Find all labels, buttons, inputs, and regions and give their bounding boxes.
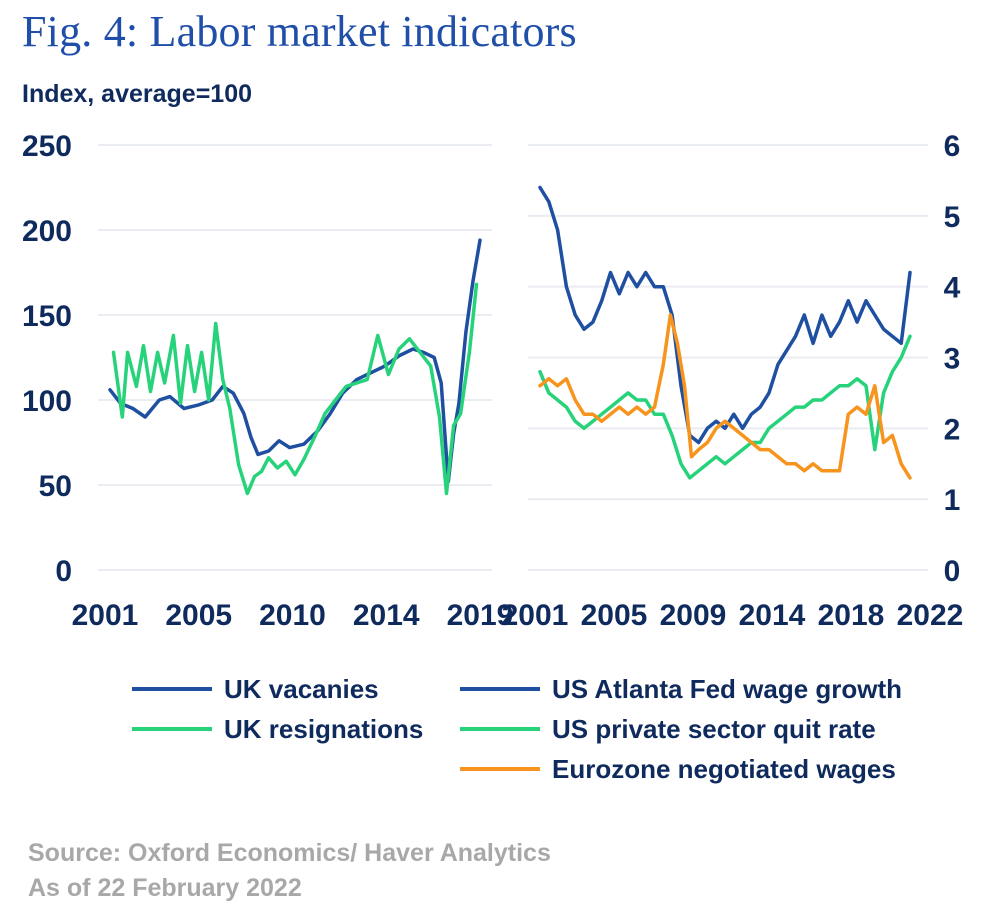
y-tick-label: 5: [944, 201, 961, 234]
series-line-uk-resignations: [111, 282, 479, 496]
x-tick-label: 2010: [259, 599, 326, 632]
y-tick-label: 200: [22, 215, 72, 248]
x-tick-label: 2001: [502, 599, 569, 632]
y-tick-label: 3: [944, 343, 961, 376]
series-line-uk-vacanies: [108, 238, 482, 484]
source-line: Source: Oxford Economics/ Haver Analytic…: [28, 839, 551, 867]
legend-item-us-wage-growth: US Atlanta Fed wage growth: [460, 672, 902, 706]
y-tick-label: 6: [944, 130, 961, 163]
legend-item-uk-vacancies: UK vacanies: [132, 672, 379, 706]
x-tick-label: 2018: [818, 599, 885, 632]
source-note: Source: Oxford Economics/ Haver Analytic…: [28, 836, 551, 906]
y-tick-label: 250: [22, 130, 72, 163]
series-line-eurozone-negotiated-wages: [538, 313, 912, 480]
legend-label-uk-resignations: UK resignations: [224, 713, 424, 744]
series-line-us-atlanta-fed-wage-growth: [538, 185, 912, 445]
legend-label-us-quit-rate: US private sector quit rate: [552, 713, 876, 744]
y-tick-label: 1: [944, 484, 961, 517]
legend-item-eurozone-wages: Eurozone negotiated wages: [460, 752, 896, 786]
legend-swatch-uk-vacancies: [132, 687, 212, 691]
y-tick-label: 4: [944, 272, 961, 305]
x-tick-label: 2014: [739, 599, 806, 632]
legend-label-eurozone-wages: Eurozone negotiated wages: [552, 753, 896, 784]
x-tick-label: 2019: [447, 599, 514, 632]
legend-swatch-uk-resignations: [132, 727, 212, 731]
x-tick-label: 2005: [165, 599, 232, 632]
unit-label: Index, average=100: [22, 80, 253, 108]
legend: UK vacanies UK resignations US Atlanta F…: [0, 660, 1000, 790]
x-tick-label: 2005: [581, 599, 648, 632]
y-tick-label: 0: [55, 555, 72, 588]
legend-swatch-us-wage-growth: [460, 687, 540, 691]
chart-area: 0 50 100 150 200 250 2001 2005 2010 2014 2019 0 1 2 3 4…: [22, 130, 964, 632]
x-tick-label: 2001: [72, 599, 139, 632]
y-tick-label: 2: [944, 413, 961, 446]
legend-swatch-eurozone-wages: [460, 767, 540, 771]
x-tick-label: 2009: [660, 599, 727, 632]
y-tick-label: 150: [22, 300, 72, 333]
date-line: As of 22 February 2022: [28, 874, 302, 902]
legend-label-uk-vacancies: UK vacanies: [224, 673, 379, 704]
chart-title: Fig. 4: Labor market indicators: [22, 7, 577, 56]
y-tick-label: 0: [944, 555, 961, 588]
x-tick-label: 2022: [897, 599, 964, 632]
y-tick-label: 50: [39, 470, 72, 503]
series-line-us-private-sector-quit-rate: [538, 334, 912, 480]
legend-swatch-us-quit-rate: [460, 727, 540, 731]
legend-label-us-wage-growth: US Atlanta Fed wage growth: [552, 673, 903, 704]
y-tick-label: 100: [22, 385, 72, 418]
x-tick-label: 2014: [353, 599, 420, 632]
legend-item-us-quit-rate: US private sector quit rate: [460, 712, 876, 746]
legend-item-uk-resignations: UK resignations: [132, 712, 423, 746]
